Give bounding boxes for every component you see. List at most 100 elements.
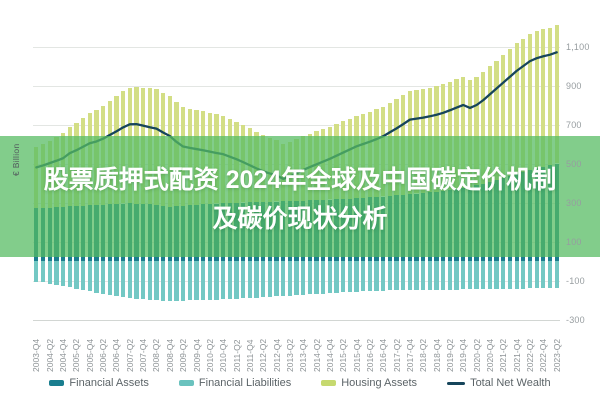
- bar-financial-liabilities: [107, 261, 112, 295]
- bar-financial-liabilities: [214, 261, 219, 300]
- bar-financial-liabilities: [47, 261, 52, 284]
- bar-financial-liabilities: [414, 261, 419, 291]
- bar-financial-liabilities: [307, 261, 312, 295]
- y-tick--100: -100: [566, 275, 585, 286]
- bar-housing-assets: [481, 72, 486, 184]
- x-tick-2007-Q4: 2007-Q4: [138, 338, 149, 372]
- bar-housing-assets: [501, 54, 506, 178]
- bar-financial-liabilities: [521, 261, 526, 289]
- legend-swatch-icon: [49, 380, 65, 386]
- legend-label: Financial Liabilities: [198, 377, 292, 389]
- x-tick-2008-Q2: 2008-Q2: [151, 338, 162, 372]
- bar-housing-assets: [454, 79, 459, 190]
- bar-financial-liabilities: [427, 261, 433, 290]
- x-tick-2022-Q2: 2022-Q2: [525, 338, 535, 372]
- x-tick-2004-Q2: 2004-Q2: [44, 338, 55, 372]
- x-tick-2007-Q2: 2007-Q2: [124, 338, 135, 372]
- legend-item-financial-assets: Financial Assets: [49, 377, 149, 389]
- bar-financial-liabilities: [220, 261, 226, 300]
- bar-housing-assets: [447, 81, 453, 190]
- bar-financial-liabilities: [160, 261, 166, 301]
- bar-housing-assets: [541, 29, 546, 167]
- legend-item-total-net-wealth: Total Net Wealth: [447, 377, 551, 389]
- x-tick-2011-Q4: 2011-Q4: [244, 339, 255, 372]
- bar-housing-assets: [534, 30, 539, 169]
- gridline-700: [33, 124, 560, 126]
- y-tick-100: 100: [566, 236, 582, 247]
- bar-financial-liabilities: [74, 261, 79, 289]
- bar-financial-liabilities: [200, 261, 206, 300]
- bar-financial-liabilities: [554, 261, 559, 288]
- x-tick-2019-Q2: 2019-Q2: [444, 338, 455, 372]
- bar-financial-liabilities: [507, 261, 513, 289]
- bar-financial-liabilities: [247, 261, 252, 298]
- bar-housing-assets: [507, 49, 513, 176]
- bar-financial-liabilities: [494, 261, 499, 289]
- bar-financial-liabilities: [501, 261, 506, 289]
- bar-financial-liabilities: [441, 261, 446, 290]
- bar-financial-liabilities: [134, 261, 139, 299]
- chart-legend: Financial Assets Financial Liabilities Hou…: [0, 375, 600, 391]
- x-tick-2005-Q4: 2005-Q4: [84, 338, 95, 372]
- x-tick-2021-Q4: 2021-Q4: [511, 338, 522, 372]
- bar-financial-liabilities: [374, 261, 379, 291]
- bar-financial-liabilities: [234, 261, 239, 299]
- bar-financial-liabilities: [127, 261, 132, 298]
- bar-financial-liabilities: [341, 261, 346, 293]
- bar-financial-liabilities: [327, 261, 333, 294]
- bar-financial-liabilities: [154, 261, 159, 301]
- bar-housing-assets: [461, 76, 466, 188]
- x-tick-2016-Q4: 2016-Q4: [378, 338, 389, 372]
- x-tick-2004-Q4: 2004-Q4: [58, 338, 68, 372]
- bar-financial-liabilities: [227, 261, 232, 299]
- bar-financial-liabilities: [467, 261, 473, 290]
- bar-housing-assets: [554, 25, 559, 164]
- bar-financial-liabilities: [534, 261, 539, 289]
- bar-financial-liabilities: [527, 261, 533, 289]
- bar-financial-liabilities: [421, 261, 426, 290]
- bar-financial-liabilities: [347, 261, 353, 292]
- bar-financial-liabilities: [94, 261, 99, 293]
- x-tick-2015-Q4: 2015-Q4: [351, 338, 362, 372]
- bar-financial-liabilities: [187, 261, 192, 301]
- bar-financial-liabilities: [514, 261, 519, 289]
- x-tick-2012-Q2: 2012-Q2: [258, 338, 269, 372]
- x-tick-2014-Q2: 2014-Q2: [311, 338, 322, 372]
- legend-swatch-icon: [321, 380, 337, 386]
- bar-financial-liabilities: [361, 261, 366, 292]
- bar-housing-assets: [487, 66, 493, 182]
- x-tick-2015-Q2: 2015-Q2: [338, 338, 349, 372]
- bar-financial-liabilities: [541, 261, 546, 289]
- bar-housing-assets: [467, 79, 473, 187]
- y-tick-300: 300: [566, 197, 582, 208]
- x-tick-2006-Q2: 2006-Q2: [98, 338, 109, 372]
- gridline--300: [33, 319, 560, 321]
- bar-housing-assets: [521, 38, 526, 172]
- x-tick-2010-Q4: 2010-Q4: [218, 338, 229, 372]
- bar-financial-liabilities: [287, 261, 292, 296]
- bar-financial-liabilities: [281, 261, 286, 296]
- legend-label: Financial Assets: [69, 377, 149, 389]
- bar-financial-liabilities: [314, 261, 319, 294]
- x-tick-2012-Q4: 2012-Q4: [271, 338, 282, 372]
- bar-financial-liabilities: [194, 261, 199, 301]
- bar-financial-liabilities: [474, 261, 479, 290]
- bar-financial-liabilities: [241, 261, 246, 299]
- bar-housing-assets: [514, 43, 519, 174]
- bar-financial-liabilities: [407, 261, 413, 291]
- bar-housing-assets: [547, 27, 553, 166]
- gridline-1100: [33, 46, 560, 48]
- headline-overlay-band: [0, 136, 600, 257]
- bar-financial-liabilities: [174, 261, 179, 301]
- bar-financial-liabilities: [487, 261, 493, 289]
- x-tick-2022-Q4: 2022-Q4: [538, 338, 549, 372]
- x-tick-2017-Q2: 2017-Q2: [391, 338, 402, 372]
- bar-financial-liabilities: [461, 261, 466, 290]
- bar-housing-assets: [474, 76, 479, 186]
- bar-financial-liabilities: [207, 261, 212, 300]
- bar-financial-liabilities: [547, 261, 553, 289]
- legend-item-housing-assets: Housing Assets: [321, 377, 417, 389]
- bar-financial-liabilities: [34, 261, 39, 282]
- y-tick-1100: 1,100: [566, 41, 590, 52]
- bar-financial-liabilities: [447, 261, 453, 290]
